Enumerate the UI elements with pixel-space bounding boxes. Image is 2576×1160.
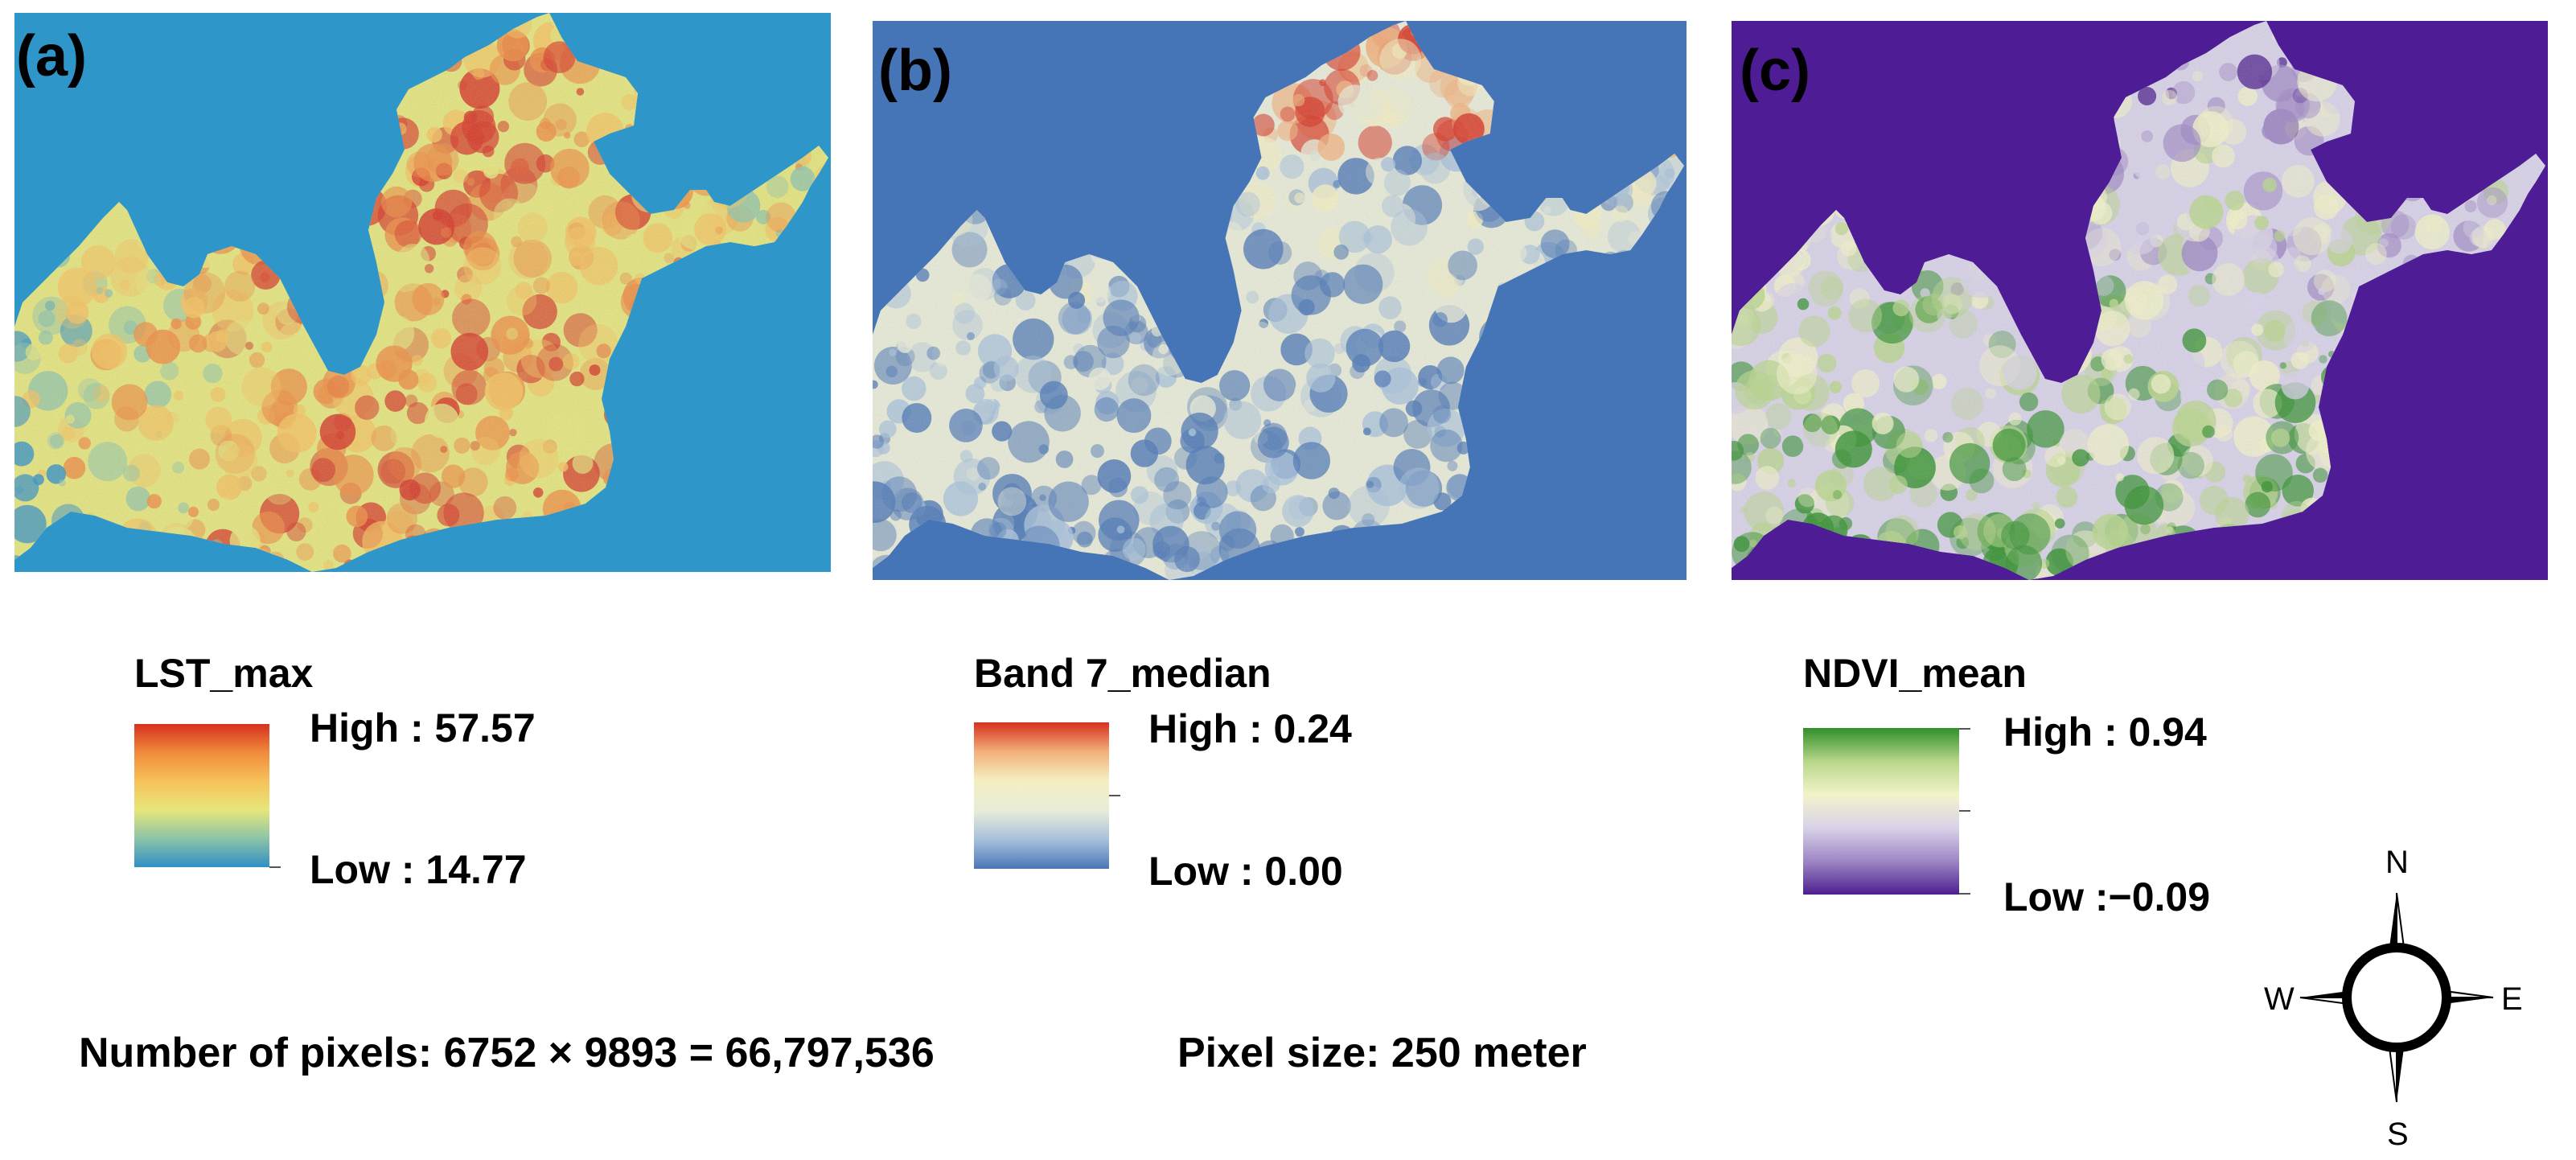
legend-tick-b-mid: [1109, 795, 1120, 796]
legend-low-a: Low : 14.77: [310, 847, 527, 892]
panel-label-a: (a): [16, 24, 87, 88]
map-panel-a: [14, 13, 831, 572]
compass-s-label: S: [2387, 1117, 2409, 1152]
legend-high-b: High : 0.24: [1148, 706, 1352, 751]
legend-title-c: NDVI_mean: [1803, 651, 2027, 696]
pixel-count-text: Number of pixels: 6752 × 9893 = 66,797,5…: [79, 1030, 935, 1076]
legend-high-a: High : 57.57: [310, 705, 536, 751]
compass-w-label: W: [2264, 981, 2295, 1017]
compass-ring: [2342, 943, 2451, 1052]
legend-bar-a: [134, 724, 269, 867]
legend-title-b: Band 7_median: [974, 651, 1272, 696]
legend-bar-c: [1803, 728, 1959, 895]
legend-bar-b: [974, 722, 1109, 869]
legend-tick-c-high: [1959, 728, 1970, 730]
legend-tick-c-mid: [1959, 810, 1970, 812]
compass-svg: [2299, 892, 2494, 1103]
panel-label-b: (b): [878, 39, 952, 103]
map-c-svg: [1732, 21, 2548, 580]
pixel-size-text: Pixel size: 250 meter: [1177, 1030, 1587, 1076]
map-b-svg: [873, 21, 1687, 580]
compass-e-label: E: [2501, 981, 2523, 1017]
compass-n-label: N: [2385, 845, 2409, 880]
legend-low-c: Low :−0.09: [2003, 874, 2211, 919]
north-arrow-icon: N S W E: [2264, 837, 2529, 1150]
map-panel-b: [873, 21, 1687, 580]
map-panel-c: [1732, 21, 2548, 580]
legend-tick-a-low: [269, 866, 281, 868]
legend-low-b: Low : 0.00: [1148, 849, 1343, 894]
panel-label-c: (c): [1740, 39, 1810, 103]
legend-title-a: LST_max: [134, 651, 314, 696]
map-a-svg: [14, 13, 831, 572]
legend-tick-c-low: [1959, 893, 1970, 895]
legend-high-c: High : 0.94: [2003, 710, 2207, 755]
